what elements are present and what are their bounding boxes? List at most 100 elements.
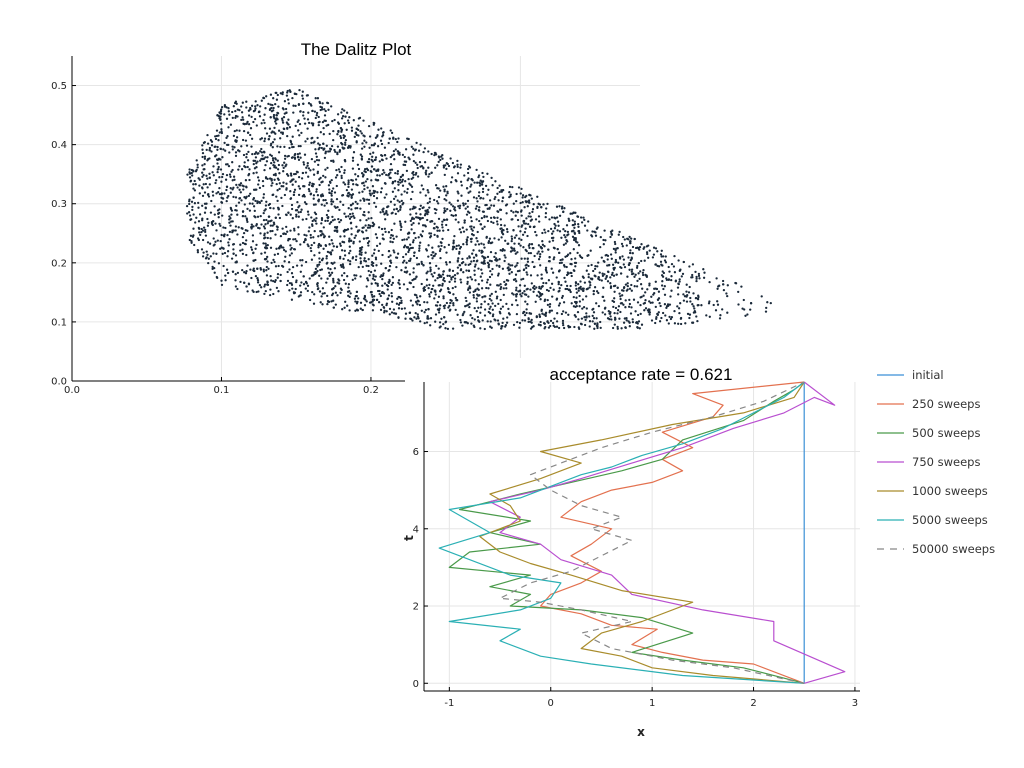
dalitz-point [360, 147, 364, 150]
dalitz-point [436, 308, 440, 311]
dalitz-point [347, 195, 350, 198]
dalitz-point [597, 291, 600, 295]
dalitz-point [289, 139, 292, 143]
dalitz-point [514, 252, 517, 255]
dalitz-point [293, 188, 297, 191]
dalitz-point [473, 318, 476, 321]
dalitz-point [655, 287, 659, 291]
acceptance-y-tick-label: 6 [413, 447, 419, 458]
dalitz-point [361, 142, 364, 145]
dalitz-point [453, 280, 457, 283]
dalitz-point [590, 234, 593, 237]
dalitz-point [514, 293, 518, 296]
dalitz-point [538, 220, 541, 223]
dalitz-point [401, 184, 405, 187]
dalitz-point [583, 316, 586, 319]
dalitz-point [204, 182, 208, 186]
dalitz-point [307, 213, 310, 216]
dalitz-point [367, 217, 370, 220]
dalitz-point [266, 260, 269, 263]
dalitz-point [360, 172, 364, 175]
dalitz-point [657, 311, 660, 314]
dalitz-point [328, 243, 331, 246]
dalitz-point [534, 230, 537, 234]
dalitz-point [522, 268, 526, 271]
dalitz-point [436, 276, 439, 280]
dalitz-point [435, 264, 438, 268]
dalitz-point [296, 156, 300, 159]
dalitz-point [343, 249, 346, 252]
dalitz-point [439, 288, 443, 291]
dalitz-point [210, 150, 213, 153]
dalitz-point [459, 281, 463, 284]
dalitz-point [452, 304, 455, 307]
dalitz-point [656, 250, 659, 253]
dalitz-point [286, 283, 289, 287]
dalitz-point [585, 295, 588, 298]
dalitz-point [488, 307, 491, 310]
dalitz-point [290, 143, 293, 146]
dalitz-point [218, 116, 221, 120]
dalitz-point [370, 170, 373, 174]
dalitz-point [465, 269, 468, 272]
dalitz-point [230, 257, 234, 260]
dalitz-point [293, 92, 297, 96]
dalitz-point [287, 174, 290, 177]
dalitz-point [276, 189, 279, 192]
dalitz-point [379, 308, 383, 312]
dalitz-point [479, 179, 482, 182]
dalitz-point [496, 210, 499, 213]
dalitz-point [549, 324, 552, 328]
dalitz-point [498, 264, 501, 268]
dalitz-point [501, 305, 505, 308]
dalitz-point [386, 284, 390, 288]
dalitz-point [423, 224, 427, 227]
dalitz-point [377, 128, 380, 131]
dalitz-point [224, 279, 227, 282]
dalitz-point [396, 172, 399, 175]
dalitz-point [307, 244, 310, 248]
dalitz-point [603, 273, 606, 276]
dalitz-point [196, 251, 200, 254]
dalitz-point [411, 319, 414, 322]
dalitz-point [648, 282, 651, 285]
dalitz-point [650, 319, 654, 322]
dalitz-point [502, 287, 505, 290]
dalitz-point [227, 126, 230, 129]
dalitz-point [419, 241, 422, 244]
dalitz-point [380, 227, 384, 231]
dalitz-point [389, 240, 392, 243]
dalitz-point [424, 308, 428, 312]
dalitz-point [593, 327, 596, 330]
dalitz-point [442, 295, 445, 298]
dalitz-point [319, 234, 323, 237]
dalitz-point [251, 234, 255, 237]
dalitz-point [577, 229, 580, 233]
dalitz-point [379, 191, 383, 194]
dalitz-point [333, 218, 336, 221]
dalitz-point [536, 195, 539, 198]
dalitz-point [295, 215, 298, 218]
dalitz-point [297, 129, 300, 132]
dalitz-point [190, 171, 193, 175]
dalitz-point [197, 177, 200, 180]
dalitz-point [470, 240, 473, 243]
dalitz-point [657, 265, 661, 268]
dalitz-point [379, 139, 383, 142]
dalitz-point [715, 277, 718, 280]
dalitz-point [466, 257, 469, 260]
dalitz-point [333, 261, 336, 264]
dalitz-point [405, 271, 408, 274]
dalitz-point [522, 219, 525, 223]
dalitz-point [275, 286, 279, 290]
dalitz-point [304, 171, 308, 174]
dalitz-point [488, 259, 492, 262]
dalitz-point [226, 163, 229, 166]
dalitz-point [260, 122, 263, 125]
dalitz-point [266, 156, 269, 159]
dalitz-point [482, 175, 485, 179]
dalitz-point [606, 258, 609, 261]
dalitz-point [470, 260, 473, 263]
dalitz-point [387, 141, 390, 145]
dalitz-point [217, 262, 221, 265]
